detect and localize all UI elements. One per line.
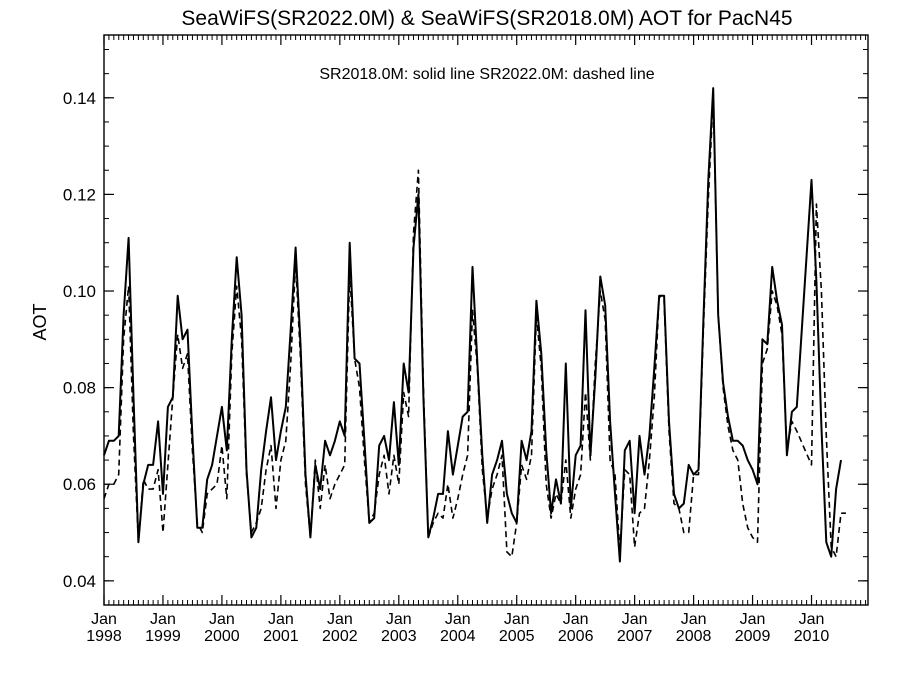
y-tick-label: 0.10 <box>63 282 96 301</box>
line-style-annotation: SR2018.0M: solid line SR2022.0M: dashed … <box>319 66 654 83</box>
x-tick-month-label: Jan <box>799 611 825 628</box>
x-tick-month-label: Jan <box>504 611 530 628</box>
x-tick-month-label: Jan <box>563 611 589 628</box>
series-line-sr2018-0m <box>103 87 842 563</box>
series-layer <box>103 87 846 563</box>
x-tick-year-label: 2009 <box>735 628 771 645</box>
x-tick-month-label: Jan <box>91 611 117 628</box>
y-tick-label: 0.08 <box>63 379 96 398</box>
x-tick-month-label: Jan <box>150 611 176 628</box>
x-tick-year-label: 2003 <box>381 628 417 645</box>
x-tick-month-label: Jan <box>327 611 353 628</box>
x-tick-year-label: 1999 <box>145 628 181 645</box>
x-tick-month-label: Jan <box>622 611 648 628</box>
y-tick-label: 0.14 <box>63 89 96 108</box>
plot-frame <box>103 34 869 606</box>
x-tick-month-label: Jan <box>681 611 707 628</box>
x-tick-month-label: Jan <box>386 611 412 628</box>
x-tick-year-label: 2008 <box>676 628 712 645</box>
series-line-sr2022-0m <box>103 97 846 558</box>
y-tick-label: 0.04 <box>63 572 96 591</box>
x-tick-year-label: 2006 <box>558 628 594 645</box>
x-tick-month-label: Jan <box>268 611 294 628</box>
x-tick-year-label: 2002 <box>322 628 358 645</box>
x-tick-year-label: 2000 <box>204 628 240 645</box>
x-tick-year-label: 2007 <box>617 628 653 645</box>
x-tick-month-label: Jan <box>740 611 766 628</box>
y-axis-ticks: 0.04 0.06 0.08 0.10 0.12 0.14 <box>63 48 868 606</box>
chart-title: SeaWiFS(SR2022.0M) & SeaWiFS(SR2018.0M) … <box>181 7 792 30</box>
x-tick-year-label: 2010 <box>794 628 830 645</box>
x-tick-year-label: 2001 <box>263 628 299 645</box>
x-tick-year-label: 2005 <box>499 628 535 645</box>
y-tick-label: 0.12 <box>63 185 96 204</box>
x-tick-year-label: 1998 <box>86 628 122 645</box>
x-axis-ticks: Jan1998Jan1999Jan2000Jan2001Jan2002Jan20… <box>86 35 867 645</box>
y-tick-label: 0.06 <box>63 475 96 494</box>
x-tick-year-label: 2004 <box>440 628 476 645</box>
y-axis-label: AOT <box>30 303 50 340</box>
x-tick-month-label: Jan <box>445 611 471 628</box>
x-tick-month-label: Jan <box>209 611 235 628</box>
